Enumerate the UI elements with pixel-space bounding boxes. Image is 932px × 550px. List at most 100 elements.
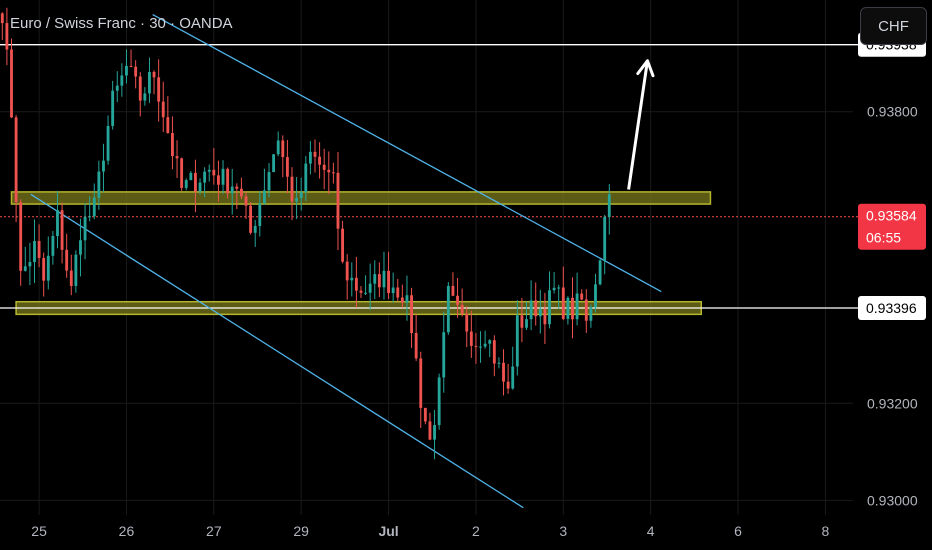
candle-body: [580, 293, 584, 300]
candle-body: [552, 287, 556, 291]
candle-body: [295, 198, 299, 202]
candle-body: [566, 297, 570, 319]
candle-body: [331, 172, 335, 174]
candle-body: [138, 76, 142, 101]
x-tick-label: 26: [119, 523, 135, 539]
candle-body: [451, 285, 455, 296]
candle-body: [125, 65, 128, 76]
candle-body: [74, 254, 78, 286]
candle-body: [318, 156, 322, 165]
candle-body: [437, 377, 441, 426]
candle-body: [359, 290, 363, 293]
candle-body: [400, 297, 404, 303]
candle-body: [51, 236, 55, 256]
candle-body: [497, 362, 501, 364]
candle-body: [69, 270, 73, 286]
candle-body: [446, 285, 450, 333]
candle-body: [345, 261, 349, 281]
candle-body: [28, 262, 32, 267]
candle-body: [56, 210, 59, 237]
candle-body: [226, 168, 230, 194]
candle-body: [0, 13, 4, 24]
candle-body: [258, 203, 262, 226]
candle-body: [483, 343, 487, 347]
candle-body: [474, 345, 478, 347]
candle-body: [336, 172, 340, 229]
candle-body: [525, 319, 528, 328]
candle-body: [341, 228, 345, 262]
candle-body: [65, 249, 69, 271]
candle-body: [290, 176, 294, 202]
candle-body: [327, 169, 331, 173]
candle-body: [10, 49, 13, 118]
arrow-head: [636, 59, 655, 78]
candle-body: [19, 202, 23, 271]
candle-body: [428, 421, 432, 440]
candle-body: [134, 66, 138, 77]
countdown-label: 06:55: [866, 230, 901, 246]
candle-body: [276, 140, 280, 155]
y-tick-label: 0.93800: [867, 104, 918, 120]
time-axis[interactable]: 25 26 27 29 Jul 2 3 4 6 8: [31, 523, 829, 539]
candle-body: [313, 151, 317, 157]
candle-body: [115, 85, 119, 91]
candle-body: [515, 315, 519, 367]
candle-body: [235, 186, 239, 189]
y-tick-label: 0.93000: [867, 492, 918, 508]
candle-body: [557, 287, 561, 289]
level-price-badge: [858, 296, 926, 321]
candle-body: [148, 71, 151, 94]
candle-body: [377, 274, 381, 288]
candle-body: [529, 300, 533, 320]
candle-body: [184, 180, 188, 188]
candle-body: [469, 331, 473, 346]
candle-body: [166, 117, 170, 134]
candle-body: [534, 300, 538, 317]
candle-body: [502, 362, 505, 382]
symbol-title: Euro / Swiss Franc · 30 · OANDA: [10, 15, 233, 32]
candle-body: [543, 308, 547, 325]
candle-body: [391, 287, 395, 294]
candle-body: [189, 172, 193, 181]
candle-body: [354, 277, 358, 291]
y-tick-label: 0.93200: [867, 395, 918, 411]
candle-body: [594, 284, 597, 308]
candle-body: [607, 194, 611, 217]
candle-body: [598, 260, 602, 285]
candle-body: [244, 196, 248, 206]
candle-body: [414, 333, 418, 359]
descending-channel: [30, 14, 662, 509]
currency-button[interactable]: CHF: [860, 7, 927, 45]
candle-body: [37, 241, 41, 258]
highlight-zone: [10, 191, 712, 205]
candle-body: [405, 295, 409, 303]
candle-body: [129, 65, 133, 67]
candle-body: [152, 71, 156, 78]
candle-body: [120, 75, 124, 86]
candle-body: [46, 255, 50, 281]
candle-body: [262, 190, 266, 204]
candle-body: [23, 266, 27, 271]
current-price-label: 0.93584: [866, 208, 917, 224]
x-tick-label: 8: [822, 523, 830, 539]
x-tick-label: 2: [472, 523, 480, 539]
x-tick-label: 6: [734, 523, 742, 539]
channel-line: [30, 193, 524, 509]
arrow-shaft: [627, 60, 649, 190]
candle-body: [5, 23, 9, 50]
candle-body: [419, 358, 423, 408]
candle-body: [249, 205, 253, 233]
candle-body: [589, 307, 593, 321]
candle-body: [364, 292, 367, 294]
candle-body: [285, 157, 289, 177]
candle-body: [198, 182, 202, 192]
candle-body: [111, 90, 115, 126]
candle-body: [14, 117, 18, 203]
candle-body: [175, 156, 179, 159]
candle-body: [83, 216, 87, 241]
candle-body: [272, 154, 276, 173]
candle-body: [207, 169, 211, 172]
price-axis[interactable]: 0.938000.932000.930000.939380.933960.935…: [858, 32, 926, 509]
candle-body: [203, 171, 207, 183]
